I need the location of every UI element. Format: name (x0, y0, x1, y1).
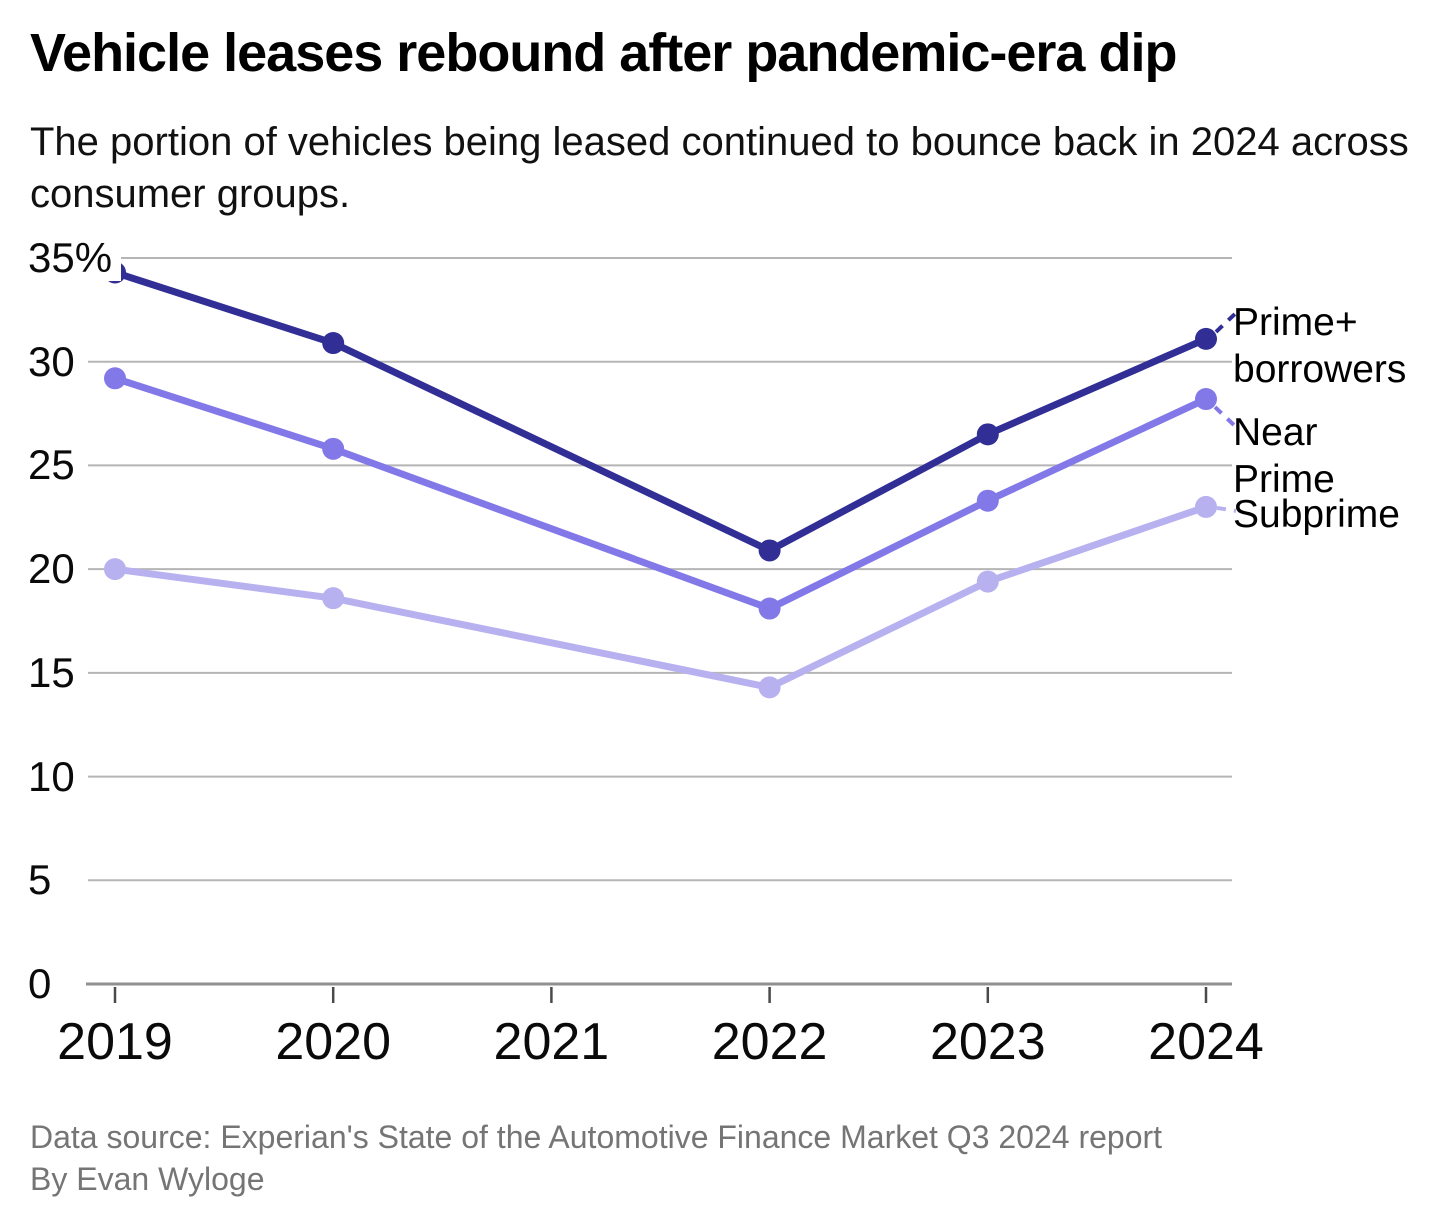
data-point-2 (322, 587, 345, 610)
data-point-1 (322, 437, 345, 460)
data-point-1 (1195, 388, 1217, 411)
series-label-0: Prime+ borrowers (1233, 299, 1406, 393)
series-label-1: Near Prime (1233, 409, 1335, 503)
data-point-0 (758, 539, 781, 562)
series-label-2: Subprime (1233, 491, 1400, 538)
data-point-0 (1195, 327, 1217, 350)
x-axis-label: 2024 (1148, 1013, 1264, 1071)
chart-footer: Data source: Experian's State of the Aut… (30, 1116, 1162, 1200)
data-point-1 (976, 489, 999, 512)
chart-subtitle: The portion of vehicles being leased con… (30, 120, 1409, 216)
x-axis-label: 2022 (711, 1013, 828, 1071)
y-axis-label: 0 (28, 961, 61, 1007)
leader-line-1 (1213, 405, 1236, 427)
series-label-line: Prime (1233, 458, 1335, 501)
series-line-0 (113, 269, 1208, 554)
y-axis-label: 15 (28, 649, 84, 696)
data-point-2 (1195, 495, 1217, 518)
data-point-2 (758, 676, 781, 699)
series-label-line: Near (1233, 411, 1318, 454)
leader-line-0 (1214, 312, 1237, 334)
x-axis-label: 2019 (57, 1013, 173, 1071)
data-point-2 (976, 570, 999, 593)
data-point-1 (104, 367, 126, 390)
series-label-line: Subprime (1233, 493, 1400, 536)
y-axis-label: 35% (28, 235, 122, 281)
leader-line-2 (1216, 505, 1237, 513)
data-point-2 (104, 558, 126, 581)
x-axis-label: 2021 (493, 1013, 610, 1071)
data-source-text: Data source: Experian's State of the Aut… (30, 1119, 1163, 1155)
x-axis-label: 2020 (275, 1013, 392, 1071)
byline-text: By Evan Wyloge (30, 1161, 265, 1198)
series-label-line: Prime+ (1233, 301, 1358, 344)
y-axis-label: 25 (28, 442, 84, 489)
y-axis-label: 10 (28, 753, 84, 800)
series-label-line: borrowers (1233, 348, 1407, 391)
y-axis-label: 5 (28, 857, 61, 904)
series-line-2 (114, 503, 1208, 691)
data-point-0 (322, 332, 345, 355)
data-point-1 (758, 597, 781, 620)
chart-title: Vehicle leases rebound after pandemic-er… (30, 23, 1177, 83)
y-axis-label: 30 (28, 338, 84, 385)
y-axis-label: 20 (28, 546, 84, 593)
data-point-0 (976, 423, 999, 446)
x-axis-label: 2023 (929, 1013, 1046, 1071)
